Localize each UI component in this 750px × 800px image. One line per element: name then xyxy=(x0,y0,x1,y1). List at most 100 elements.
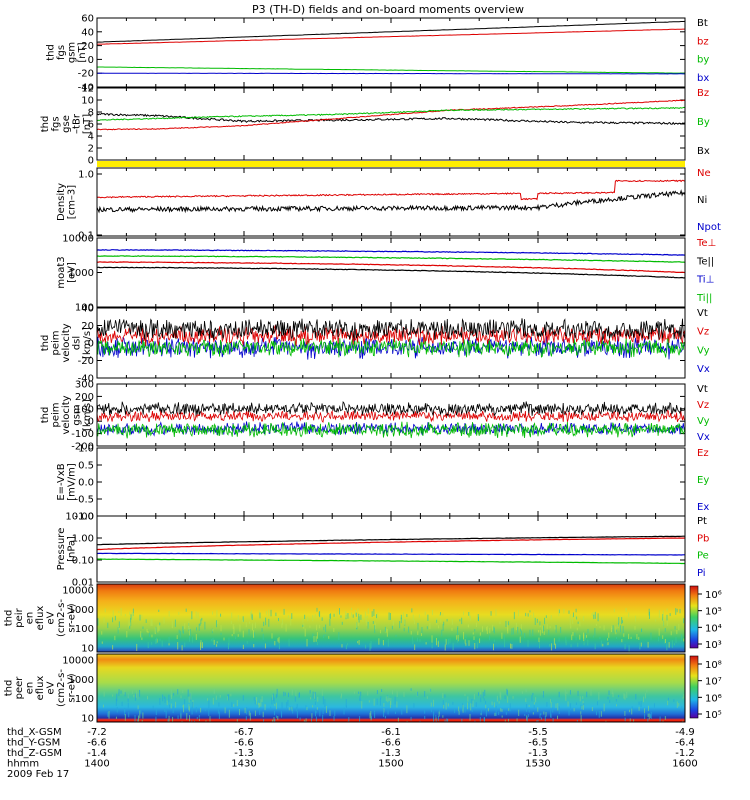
spectrogram-texture xyxy=(379,629,381,634)
spectrogram-texture xyxy=(381,689,383,692)
spectrogram-texture xyxy=(242,630,244,638)
y-tick-label: 40 xyxy=(81,304,94,315)
spectrogram-texture xyxy=(424,691,426,697)
spectrogram-texture xyxy=(172,716,174,722)
spectrogram-texture xyxy=(140,631,142,638)
spectrogram-texture xyxy=(676,608,678,613)
y-tick-label: 0.0 xyxy=(78,478,94,489)
spectrogram-texture xyxy=(472,700,474,708)
spectrogram-texture xyxy=(316,707,318,710)
spectrogram-texture xyxy=(479,638,481,644)
legend-pb: Pb xyxy=(697,533,709,544)
spectrogram-texture xyxy=(170,689,172,697)
spectrogram-texture xyxy=(647,713,649,717)
series-vy xyxy=(97,421,685,439)
spectrogram-texture xyxy=(357,641,359,644)
spectrogram-texture xyxy=(552,707,554,713)
spectrogram-texture xyxy=(410,688,412,691)
spectrogram-texture xyxy=(506,690,508,696)
spectrogram-texture xyxy=(658,636,660,642)
x-row-value: -1.3 xyxy=(528,748,548,759)
spectrogram-texture xyxy=(317,696,319,702)
spectrogram-texture xyxy=(451,618,453,625)
spectrogram-texture xyxy=(192,702,194,708)
spectrogram-texture xyxy=(278,636,280,644)
spectrogram-texture xyxy=(159,622,161,626)
spectrogram-texture xyxy=(479,716,481,722)
plot-area xyxy=(97,20,685,75)
spectrogram-texture xyxy=(357,618,359,626)
spectrogram-texture xyxy=(681,706,683,712)
spectrogram-texture xyxy=(505,712,507,715)
spectrogram-texture xyxy=(579,696,581,702)
spectrogram-texture xyxy=(447,703,449,707)
spectrogram-texture xyxy=(382,640,384,646)
series-vx xyxy=(97,336,685,360)
spectrogram-texture xyxy=(607,638,609,641)
spectrogram-texture xyxy=(508,621,510,626)
spectrogram-texture xyxy=(394,711,396,714)
spectrogram-texture xyxy=(431,709,433,713)
spectrogram-texture xyxy=(483,717,485,722)
spectrogram-texture xyxy=(577,642,579,647)
spectrogram-texture xyxy=(292,706,294,714)
spectrogram-texture xyxy=(594,613,596,619)
spectrogram-texture xyxy=(129,625,131,629)
y-label-line: [nT] xyxy=(82,114,93,134)
spectrogram-texture xyxy=(593,635,595,638)
spectrogram-texture xyxy=(199,623,201,626)
spectrogram-texture xyxy=(442,613,444,617)
spectrogram-texture xyxy=(670,631,672,636)
spectrogram-texture xyxy=(545,711,547,717)
spectrogram-texture xyxy=(217,620,219,625)
spectrogram-texture xyxy=(615,636,617,640)
spectrogram-texture xyxy=(259,703,261,707)
spectrogram-texture xyxy=(354,609,356,615)
legend-ni: Ni xyxy=(697,195,707,206)
spectrogram-texture xyxy=(499,691,501,698)
spectrogram-texture xyxy=(277,638,279,642)
spectrogram-texture xyxy=(171,620,173,629)
spectrogram-texture xyxy=(596,701,598,706)
spectrogram-texture xyxy=(459,619,461,622)
spectrogram-texture xyxy=(333,613,335,617)
spectrogram-texture xyxy=(418,724,419,732)
spectrogram-texture xyxy=(468,640,470,646)
spectrogram-texture xyxy=(196,627,198,631)
spectrogram-texture xyxy=(482,691,484,699)
spectrogram-texture xyxy=(112,725,113,731)
spectrogram-texture xyxy=(387,710,389,715)
spectrogram-texture xyxy=(227,694,229,697)
spectrogram-texture xyxy=(429,688,431,693)
spectrogram-texture xyxy=(346,612,348,619)
legend-te⊥: Te⊥ xyxy=(696,238,716,249)
spectrogram-texture xyxy=(257,725,258,731)
spectrogram-texture xyxy=(565,694,567,701)
spectrogram-texture xyxy=(180,695,182,699)
spectrogram-texture xyxy=(373,609,375,617)
spectrogram-texture xyxy=(582,696,584,699)
spectrogram-texture xyxy=(420,724,421,727)
spectrogram-texture xyxy=(441,629,443,637)
spectrogram-texture xyxy=(392,620,394,626)
y-axis-label: thd peim velocity gsm [km/s] xyxy=(40,395,93,434)
spectrogram-texture xyxy=(358,691,360,694)
spectrogram-texture xyxy=(366,620,368,626)
spectrogram-texture xyxy=(529,610,531,613)
spectrogram-texture xyxy=(314,691,316,700)
status-bar xyxy=(97,161,685,167)
spectrogram-texture xyxy=(671,640,673,648)
spectrogram-texture xyxy=(148,632,150,637)
x-axis-annotation: thd_X-GSM -7.2 -6.7 -6.1 -5.5 -4.9 thd_Y-GSM -6… xyxy=(7,727,698,770)
spectrogram-texture xyxy=(291,613,293,619)
y-label-line: gse xyxy=(61,115,72,133)
spectrogram-texture xyxy=(377,612,379,620)
spectrogram-texture xyxy=(315,636,317,642)
spectrogram-texture xyxy=(517,609,519,617)
spectrogram-texture xyxy=(218,702,220,707)
spectrogram-texture xyxy=(520,724,521,729)
spectrogram-texture xyxy=(194,720,196,722)
spectrogram-texture xyxy=(188,621,190,627)
spectrogram-texture xyxy=(131,690,133,694)
